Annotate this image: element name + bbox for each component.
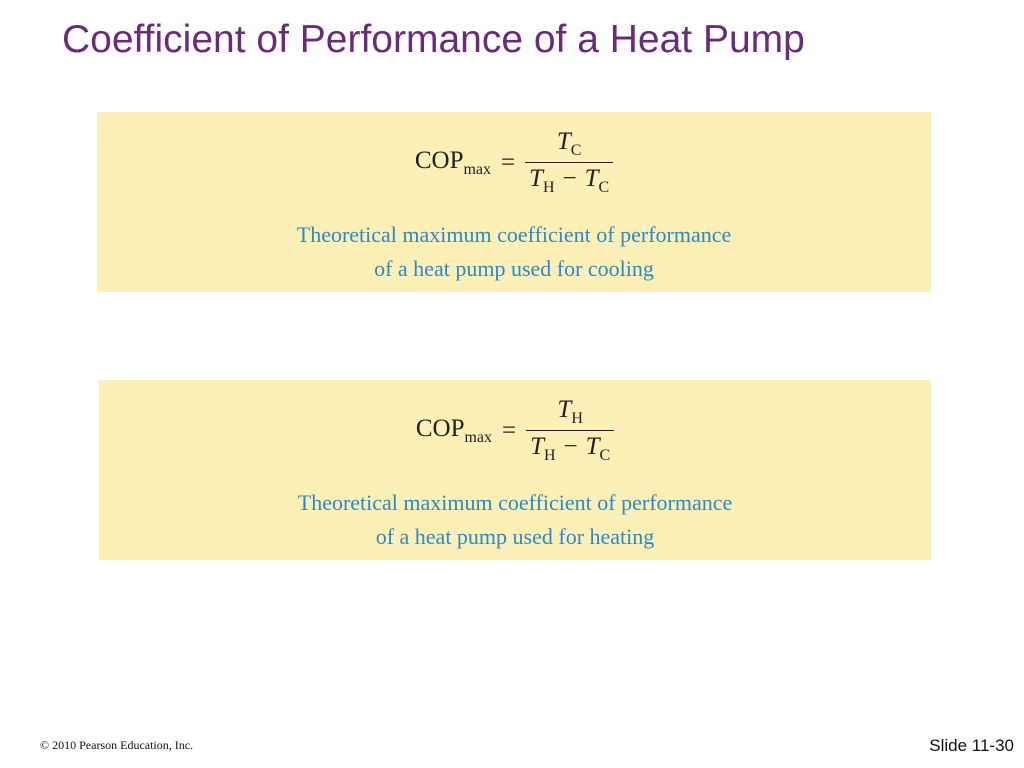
- variable: T: [529, 165, 543, 192]
- formula-lhs: COPmax: [416, 415, 492, 447]
- numerator: TC: [525, 128, 614, 163]
- numerator: TH: [526, 396, 615, 431]
- subscript: C: [599, 447, 611, 464]
- variable: T: [556, 128, 571, 155]
- caption-line: Theoretical maximum coefficient of perfo…: [296, 222, 732, 247]
- subscript: H: [571, 410, 583, 427]
- lhs-symbol: COP: [414, 146, 464, 174]
- fraction: TH TH − TC: [526, 396, 615, 465]
- caption-line: of a heat pump used for heating: [375, 524, 655, 549]
- copyright: © 2010 Pearson Education, Inc.: [40, 738, 194, 752]
- formula-box: COPmax = TC TH − TC Theoretical maximum coeffi…: [97, 112, 931, 292]
- equals: =: [501, 148, 516, 176]
- formula: COPmax = TH TH − TC: [99, 396, 931, 465]
- formula-lhs: COPmax: [415, 147, 491, 179]
- formula-box: COPmax = TH TH − TC Theoretical maximum coeffi…: [99, 380, 931, 560]
- formula: COPmax = TC TH − TC: [97, 128, 931, 197]
- operator: −: [563, 433, 578, 460]
- lhs-subscript: max: [463, 160, 492, 178]
- slide-number: Slide 11-30: [929, 736, 1014, 755]
- caption: Theoretical maximum coefficient of perfo…: [97, 218, 931, 286]
- variable: T: [530, 433, 544, 460]
- denominator: TH − TC: [529, 163, 609, 197]
- subscript: H: [543, 447, 556, 464]
- denominator: TH − TC: [530, 431, 610, 465]
- subscript: C: [598, 179, 610, 196]
- variable: T: [585, 433, 600, 460]
- caption-line: of a heat pump used for cooling: [374, 256, 654, 281]
- fraction: TC TH − TC: [525, 128, 614, 197]
- lhs-symbol: COP: [415, 414, 465, 442]
- equals: =: [502, 416, 517, 444]
- caption: Theoretical maximum coefficient of perfo…: [99, 486, 931, 554]
- subscript: H: [542, 179, 555, 196]
- variable: T: [557, 396, 572, 423]
- slide-title: Coefficient of Performance of a Heat Pum…: [62, 18, 805, 61]
- operator: −: [562, 165, 577, 192]
- subscript: C: [570, 142, 582, 159]
- variable: T: [584, 165, 599, 192]
- lhs-subscript: max: [464, 428, 493, 446]
- caption-line: Theoretical maximum coefficient of perfo…: [297, 490, 733, 515]
